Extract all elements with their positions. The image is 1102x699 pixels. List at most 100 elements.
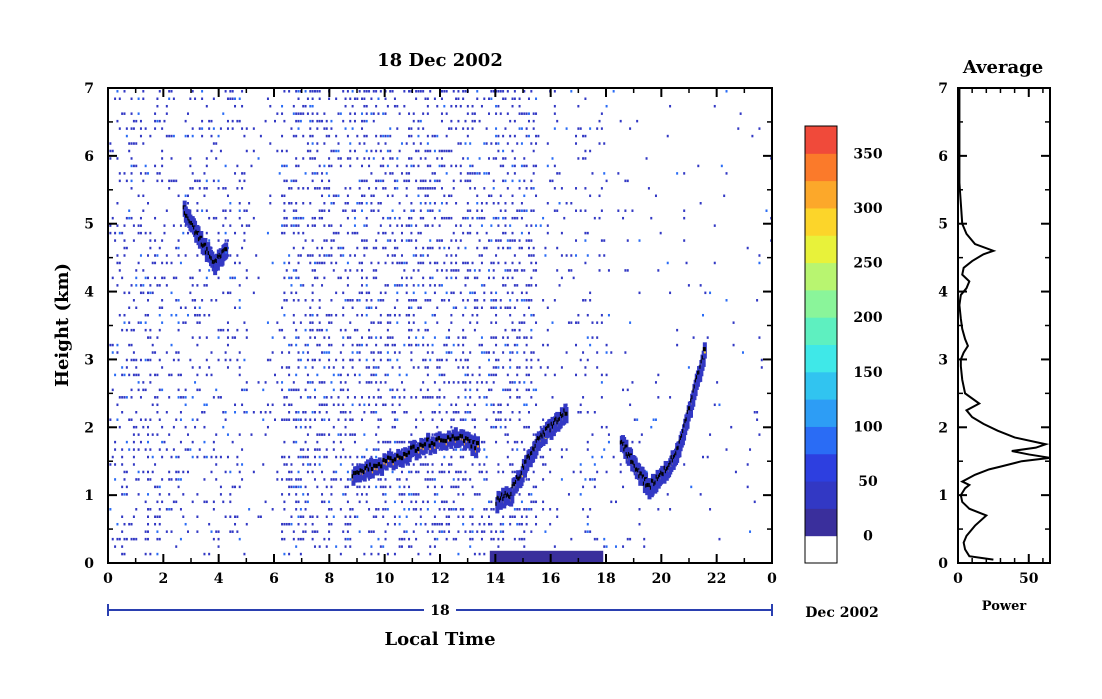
noise-speckle [243, 552, 246, 556]
noise-speckle [163, 224, 166, 227]
noise-speckle [415, 508, 418, 511]
noise-speckle [372, 119, 375, 123]
noise-speckle [328, 336, 331, 339]
noise-speckle [450, 164, 453, 168]
noise-speckle [476, 172, 479, 175]
noise-speckle [433, 284, 436, 287]
echo-core [416, 447, 420, 452]
noise-speckle [365, 276, 368, 280]
noise-speckle [448, 216, 451, 220]
noise-speckle [123, 478, 126, 481]
noise-speckle [410, 239, 413, 242]
noise-speckle [375, 336, 378, 339]
noise-speckle [161, 239, 164, 242]
noise-speckle [523, 381, 526, 384]
noise-speckle [419, 90, 422, 93]
noise-speckle [370, 552, 373, 556]
noise-speckle [363, 90, 366, 93]
noise-speckle [295, 276, 298, 280]
noise-speckle [184, 134, 187, 138]
noise-speckle [121, 373, 124, 377]
noise-speckle [313, 261, 316, 265]
noise-speckle [309, 425, 312, 429]
noise-speckle [231, 90, 234, 93]
y-tick-label: 3 [84, 352, 94, 368]
noise-speckle [476, 246, 479, 250]
noise-speckle [412, 254, 415, 257]
noise-speckle [208, 127, 211, 130]
noise-speckle [535, 284, 538, 287]
noise-speckle [311, 216, 314, 220]
noise-speckle [396, 164, 399, 168]
x-tick-label: 4 [214, 571, 224, 587]
noise-speckle [532, 254, 535, 257]
noise-speckle [525, 388, 528, 392]
noise-speckle [450, 485, 453, 489]
noise-speckle [245, 269, 248, 272]
noise-speckle [725, 90, 728, 93]
noise-speckle [175, 455, 178, 459]
noise-speckle [431, 433, 434, 436]
noise-speckle [304, 440, 307, 444]
noise-speckle [186, 231, 189, 235]
noise-speckle [473, 306, 476, 309]
noise-speckle [118, 537, 121, 541]
noise-speckle [342, 119, 345, 123]
noise-speckle [114, 478, 117, 481]
noise-speckle [168, 493, 171, 496]
noise-speckle [502, 388, 505, 392]
noise-speckle [687, 366, 690, 369]
noise-speckle [433, 261, 436, 265]
noise-speckle [412, 119, 415, 123]
noise-speckle [292, 418, 295, 421]
echo-core [419, 442, 423, 447]
noise-speckle [323, 455, 326, 459]
noise-speckle [335, 291, 338, 295]
noise-speckle [654, 418, 657, 421]
noise-speckle [405, 261, 408, 265]
noise-speckle [158, 537, 161, 541]
noise-speckle [224, 239, 227, 242]
noise-speckle [417, 306, 420, 309]
noise-speckle [328, 187, 331, 190]
noise-speckle [469, 321, 472, 324]
noise-speckle [669, 104, 672, 108]
noise-speckle [459, 470, 462, 474]
noise-speckle [283, 403, 286, 407]
noise-speckle [379, 351, 382, 354]
noise-speckle [422, 343, 425, 347]
noise-speckle [497, 403, 500, 407]
noise-speckle [553, 187, 556, 190]
noise-speckle [723, 194, 726, 198]
noise-speckle [645, 157, 648, 160]
noise-speckle [448, 246, 451, 250]
noise-speckle [238, 202, 241, 205]
noise-speckle [342, 530, 345, 533]
noise-speckle [471, 313, 474, 317]
noise-speckle [464, 418, 467, 421]
noise-speckle [485, 381, 488, 384]
noise-speckle [469, 545, 472, 548]
noise-speckle [464, 530, 467, 533]
noise-speckle [448, 351, 451, 354]
noise-speckle [426, 194, 429, 198]
noise-speckle [410, 299, 413, 302]
noise-speckle [570, 202, 573, 205]
noise-speckle [530, 224, 533, 227]
noise-speckle [422, 246, 425, 250]
noise-speckle [513, 239, 516, 242]
noise-speckle [156, 500, 159, 504]
noise-speckle [389, 440, 392, 444]
noise-speckle [379, 149, 382, 153]
noise-speckle [177, 358, 180, 362]
noise-speckle [492, 403, 495, 407]
noise-speckle [212, 97, 215, 100]
noise-speckle [257, 276, 260, 280]
noise-speckle [462, 97, 465, 100]
noise-speckle [386, 508, 389, 511]
noise-speckle [575, 254, 578, 257]
noise-speckle [527, 246, 530, 250]
noise-speckle [464, 373, 467, 377]
noise-speckle [149, 418, 152, 421]
noise-speckle [579, 470, 582, 474]
